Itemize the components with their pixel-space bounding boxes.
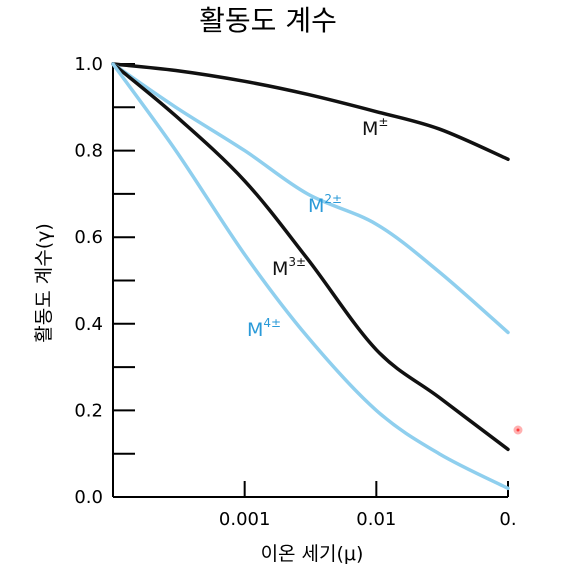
cursor-marker (513, 425, 523, 435)
y-tick-label: 0.2 (74, 400, 103, 421)
y-tick-label: 0.4 (74, 314, 103, 335)
y-axis-label: 활동도 계수(γ) (33, 223, 55, 343)
series-line-2 (111, 62, 510, 335)
y-tick-label: 0.6 (74, 227, 103, 248)
x-tick-label: 0. (499, 509, 516, 530)
series-label-1: M± (362, 115, 388, 140)
series-label-4: M4± (247, 316, 281, 341)
series-label-2: M2± (308, 192, 342, 217)
y-tick-label: 0.0 (74, 487, 103, 508)
series-labels: M± M2± M3± M4± (247, 115, 388, 341)
plot-area (111, 62, 510, 491)
chart-title: 활동도 계수 (199, 4, 337, 37)
x-tick-label: 0.001 (219, 509, 271, 530)
series-label-3: M3± (272, 255, 306, 280)
y-tick-label: 1.0 (74, 54, 103, 75)
x-axis-label: 이온 세기(μ) (261, 543, 364, 565)
series-line-3 (111, 62, 510, 452)
series-line-1 (111, 62, 510, 162)
y-tick-label: 0.8 (74, 141, 103, 162)
series-line-4 (111, 62, 510, 491)
x-tick-label: 0.01 (356, 509, 396, 530)
